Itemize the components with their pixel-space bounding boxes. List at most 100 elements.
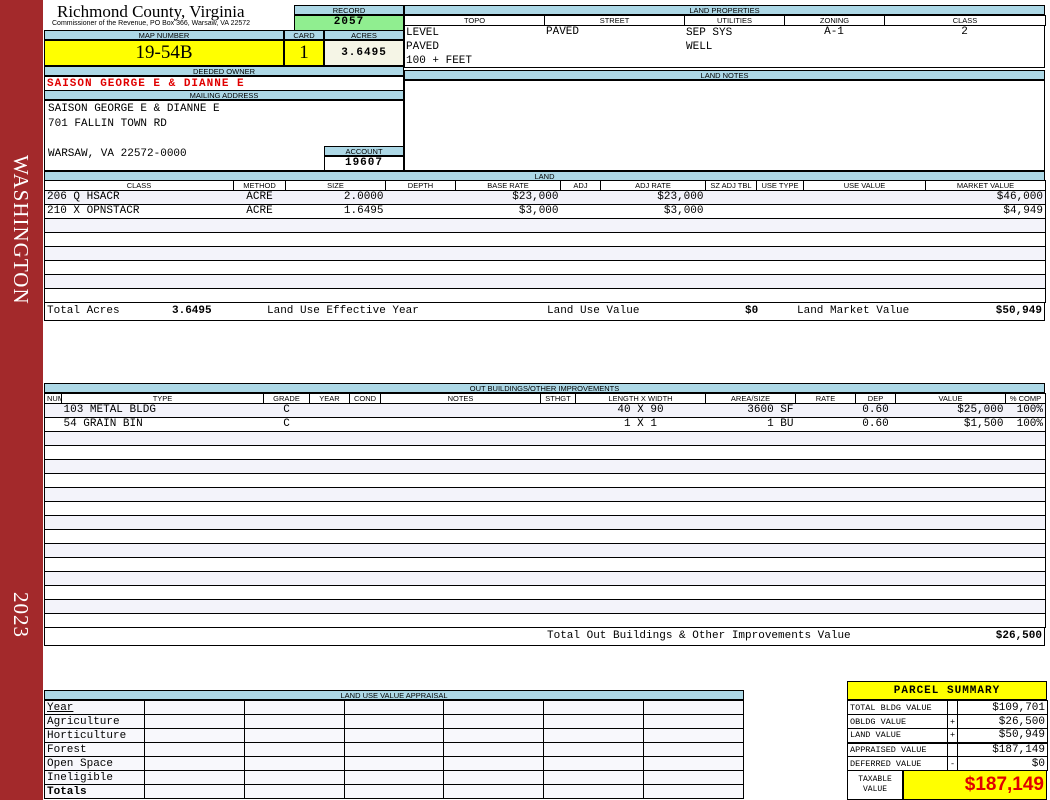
table-cell [61, 613, 264, 628]
table-cell [61, 557, 264, 572]
land-use-value-label: Land Use Value [547, 305, 640, 317]
table-cell [455, 260, 561, 275]
table-cell [349, 515, 381, 530]
table-cell [560, 260, 601, 275]
table-cell [600, 232, 706, 247]
table-cell [705, 431, 796, 446]
table-cell [349, 543, 381, 558]
summary-value: $50,949 [957, 728, 1048, 743]
table-cell [380, 571, 541, 586]
column-header: STHGT [540, 393, 576, 404]
table-cell [385, 288, 456, 303]
table-cell [543, 700, 645, 715]
table-cell [895, 431, 1006, 446]
table-cell: 40 X 90 [575, 403, 706, 418]
topo-values: LEVEL PAVED 100 + FEET [406, 26, 472, 68]
table-cell [540, 599, 576, 614]
table-cell [575, 585, 706, 600]
column-header: VALUE [895, 393, 1006, 404]
table-cell [61, 459, 264, 474]
table-cell [540, 585, 576, 600]
table-cell [855, 557, 896, 572]
table-cell [895, 445, 1006, 460]
total-acres-label: Total Acres [47, 305, 120, 317]
table-cell [144, 728, 245, 743]
table-cell [540, 529, 576, 544]
table-cell [575, 599, 706, 614]
table-cell [925, 288, 1046, 303]
table-cell [1005, 515, 1046, 530]
table-cell [44, 557, 62, 572]
table-cell [1005, 431, 1046, 446]
table-cell [795, 473, 856, 488]
table-cell [380, 557, 541, 572]
table-cell: C [263, 403, 310, 418]
table-cell [643, 742, 744, 757]
table-cell [643, 784, 744, 799]
table-cell: C [263, 417, 310, 432]
utilities-value: SEP SYS [686, 27, 733, 39]
mailing-address-box [44, 100, 404, 171]
table-cell: $1,500 [895, 417, 1006, 432]
card-value: 1 [284, 40, 324, 66]
table-cell [349, 431, 381, 446]
table-cell [705, 232, 757, 247]
table-cell [309, 613, 350, 628]
table-cell [44, 431, 62, 446]
table-row: Horticulture [44, 728, 744, 743]
table-cell [380, 515, 541, 530]
table-cell: 103 METAL BLDG [61, 403, 264, 418]
table-row [44, 599, 1046, 614]
table-cell [756, 274, 804, 289]
table-cell [540, 515, 576, 530]
parcel-summary-title: PARCEL SUMMARY [847, 681, 1047, 700]
table-cell: $23,000 [455, 190, 561, 205]
table-cell [263, 445, 310, 460]
table-cell [44, 459, 62, 474]
deeded-owner-label: DEEDED OWNER [44, 66, 404, 76]
column-header: % COMP [1005, 393, 1046, 404]
table-cell [380, 599, 541, 614]
table-cell [540, 557, 576, 572]
mailing-line-2: 701 FALLIN TOWN RD [48, 118, 167, 130]
table-row [44, 613, 1046, 628]
card-label: CARD [284, 30, 324, 40]
table-cell [575, 459, 706, 474]
col-zoning: ZONING [784, 15, 885, 26]
table-cell [349, 501, 381, 516]
table-cell [803, 288, 926, 303]
table-cell [443, 714, 545, 729]
table-row: 210 X OPNSTACR ACRE 1.6495 $3,000 $3,000 $4,9… [44, 204, 1046, 219]
table-cell [895, 473, 1006, 488]
summary-sign [947, 741, 958, 757]
table-cell [925, 274, 1046, 289]
summary-sign: + [947, 714, 958, 729]
sidebar: WASHINGTON 2023 [0, 0, 43, 800]
column-header: CLASS [44, 180, 234, 191]
table-cell [795, 585, 856, 600]
table-cell: 0.60 [855, 403, 896, 418]
table-cell [705, 487, 796, 502]
table-cell [855, 515, 896, 530]
table-cell [540, 445, 576, 460]
table-cell [44, 487, 62, 502]
table-cell [895, 571, 1006, 586]
column-header: MARKET VALUE [925, 180, 1046, 191]
table-cell [643, 728, 744, 743]
table-cell: 100% [1005, 403, 1046, 418]
table-cell [309, 501, 350, 516]
table-cell [803, 218, 926, 233]
table-cell [455, 218, 561, 233]
table-cell [44, 599, 62, 614]
table-cell [600, 288, 706, 303]
table-cell [385, 246, 456, 261]
table-cell [705, 571, 796, 586]
table-cell [925, 260, 1046, 275]
table-cell [560, 204, 601, 219]
table-cell [233, 232, 286, 247]
table-cell [540, 613, 576, 628]
table-cell [61, 473, 264, 488]
table-cell [1005, 501, 1046, 516]
table-cell [144, 756, 245, 771]
table-cell [705, 529, 796, 544]
